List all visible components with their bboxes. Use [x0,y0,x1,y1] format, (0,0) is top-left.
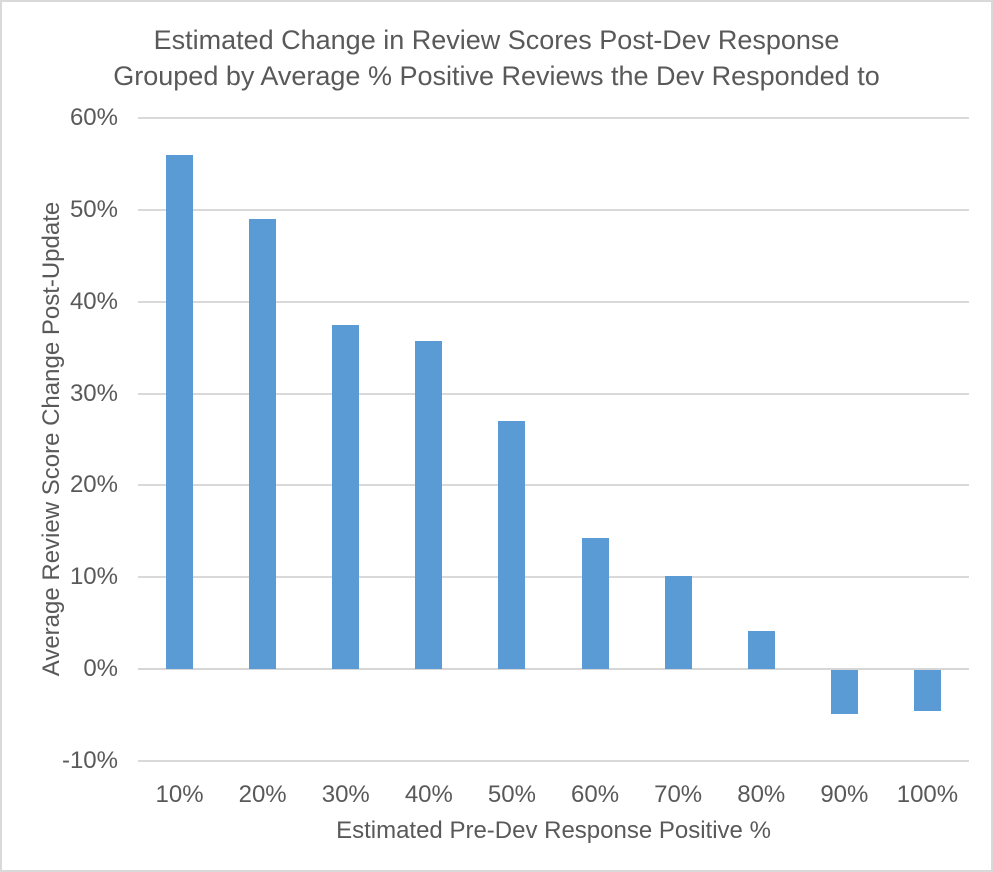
y-axis-title: Average Review Score Change Post-Update [38,201,65,677]
bar-90% [830,670,858,715]
y-tick-label: -10% [61,747,118,774]
y-tick-label: 10% [69,563,118,591]
y-tick-label: 60% [69,104,118,131]
bar-60% [581,537,609,670]
x-tick-label: 60% [571,781,620,808]
gridline [138,392,969,395]
x-tick-label: 80% [737,781,786,808]
gridline [138,576,969,579]
bar-40% [415,341,443,670]
chart-title-line-2: Grouped by Average % Positive Reviews th… [113,61,880,91]
x-tick-label: 90% [820,781,869,808]
gridline [138,117,969,119]
x-axis-title: Estimated Pre-Dev Response Positive % [336,817,771,844]
bar-80% [747,631,775,670]
gridline [138,208,969,211]
x-tick-label: 10% [155,781,204,808]
x-tick-label: 20% [238,781,287,808]
x-tick-label: 50% [487,781,536,808]
bar-20% [249,219,277,670]
gridline [138,484,969,487]
chart-title: Estimated Change in Review Scores Post-D… [2,22,991,94]
y-tick-label: 50% [69,195,118,223]
x-tick-label: 30% [321,781,370,808]
y-tick-label: 30% [69,379,118,407]
bar-10% [166,154,194,670]
x-tick-label: 100% [896,781,959,808]
bar-70% [664,576,692,670]
bar-50% [498,421,526,670]
x-tick-label: 70% [654,781,703,808]
y-tick-label: 0% [83,655,118,683]
y-tick-label: 40% [69,287,118,315]
gridline [138,760,969,762]
bar-100% [913,670,941,712]
y-tick-label: 20% [69,471,118,499]
plot-area [138,117,969,762]
chart-title-line-1: Estimated Change in Review Scores Post-D… [153,25,840,55]
x-tick-label: 40% [404,781,453,808]
bar-30% [332,324,360,670]
zero-axis-line [138,668,969,671]
gridline [138,300,969,303]
